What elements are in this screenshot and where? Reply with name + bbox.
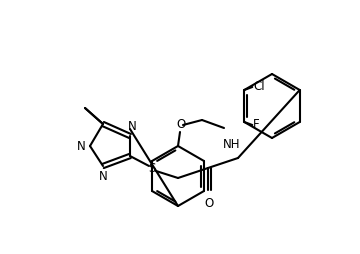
Text: O: O [176, 118, 186, 131]
Text: N: N [128, 120, 136, 134]
Text: F: F [253, 119, 260, 132]
Text: N: N [99, 169, 107, 183]
Text: N: N [77, 139, 85, 152]
Text: NH: NH [223, 138, 241, 151]
Text: S: S [148, 162, 156, 174]
Text: O: O [204, 197, 213, 210]
Text: Cl: Cl [253, 80, 265, 92]
